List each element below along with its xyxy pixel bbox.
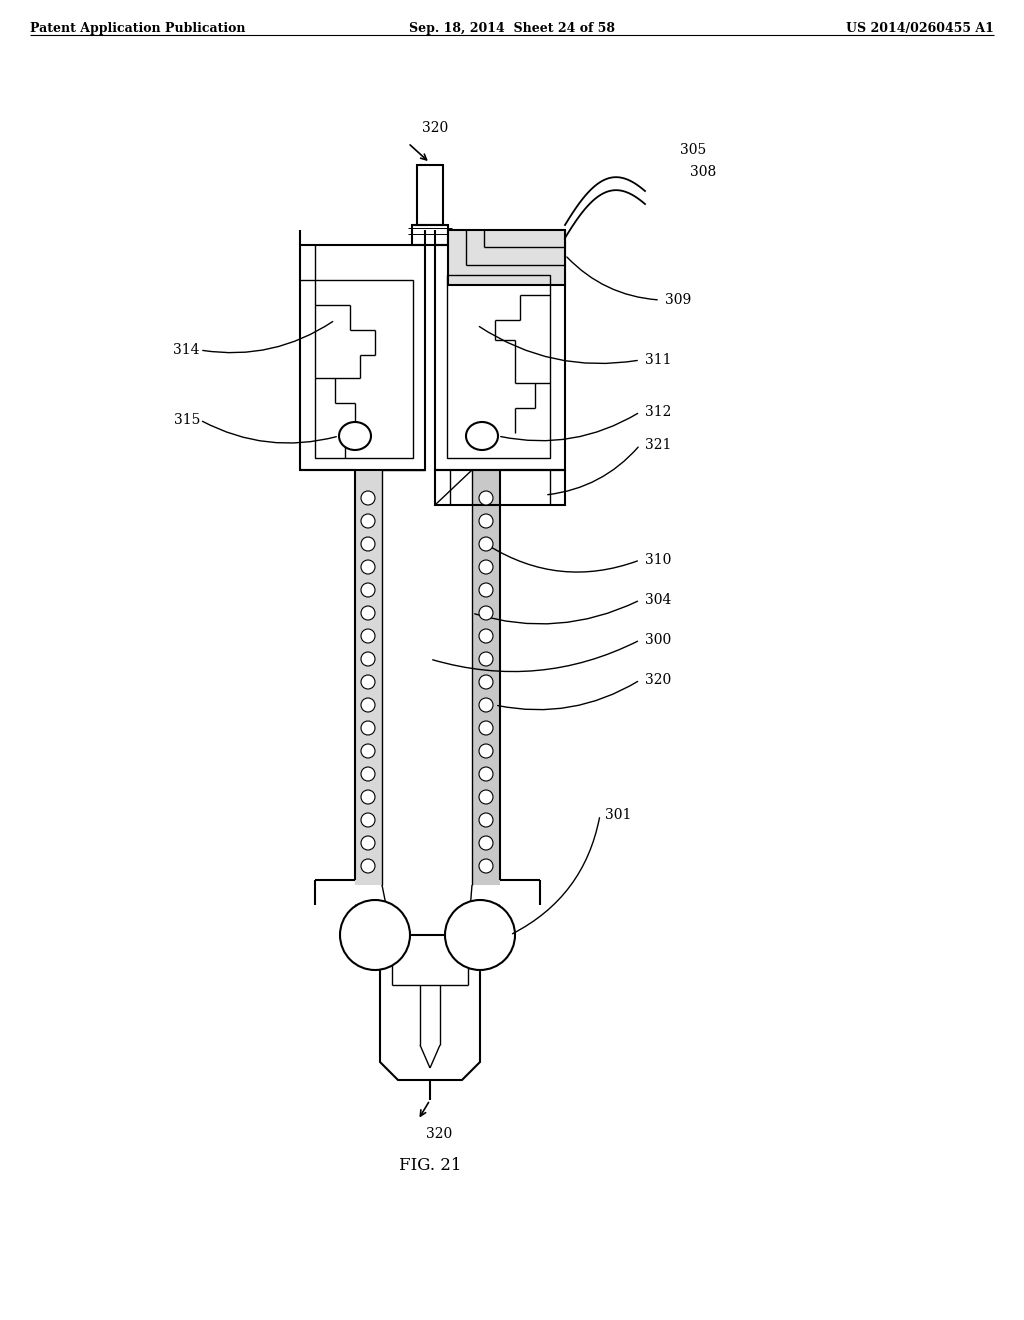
Circle shape: [361, 698, 375, 711]
Text: 304: 304: [645, 593, 672, 607]
Circle shape: [361, 491, 375, 506]
Circle shape: [445, 900, 515, 970]
Circle shape: [479, 698, 493, 711]
Bar: [417, 165, 443, 224]
Bar: [315, 280, 413, 458]
Circle shape: [479, 491, 493, 506]
Circle shape: [361, 859, 375, 873]
Text: Sep. 18, 2014  Sheet 24 of 58: Sep. 18, 2014 Sheet 24 of 58: [409, 22, 615, 36]
Circle shape: [361, 789, 375, 804]
Text: 300: 300: [645, 634, 672, 647]
Circle shape: [479, 836, 493, 850]
Circle shape: [479, 675, 493, 689]
Circle shape: [479, 583, 493, 597]
Circle shape: [479, 652, 493, 667]
Ellipse shape: [339, 422, 371, 450]
Ellipse shape: [466, 422, 498, 450]
Circle shape: [479, 560, 493, 574]
Circle shape: [479, 859, 493, 873]
Text: FIG. 21: FIG. 21: [398, 1156, 461, 1173]
Circle shape: [361, 721, 375, 735]
Circle shape: [479, 630, 493, 643]
Bar: [435, 246, 565, 470]
Circle shape: [361, 630, 375, 643]
Circle shape: [361, 583, 375, 597]
Text: 320: 320: [645, 673, 672, 686]
Bar: [412, 224, 449, 246]
Circle shape: [479, 513, 493, 528]
Bar: [472, 470, 500, 884]
Text: 321: 321: [645, 438, 672, 451]
Bar: [447, 275, 550, 458]
Bar: [449, 230, 565, 285]
Circle shape: [361, 652, 375, 667]
Text: 320: 320: [422, 121, 449, 135]
Circle shape: [361, 537, 375, 550]
Text: 310: 310: [645, 553, 672, 568]
Circle shape: [479, 813, 493, 828]
Text: 315: 315: [174, 413, 200, 426]
Bar: [300, 246, 425, 470]
Text: 308: 308: [690, 165, 716, 180]
Circle shape: [479, 744, 493, 758]
Text: 312: 312: [645, 405, 672, 418]
Circle shape: [361, 560, 375, 574]
Text: 311: 311: [645, 352, 672, 367]
Text: 314: 314: [173, 343, 200, 356]
Text: 320: 320: [426, 1127, 453, 1140]
Circle shape: [361, 675, 375, 689]
Text: US 2014/0260455 A1: US 2014/0260455 A1: [846, 22, 994, 36]
Text: Patent Application Publication: Patent Application Publication: [30, 22, 246, 36]
Circle shape: [479, 606, 493, 620]
Circle shape: [340, 900, 410, 970]
Circle shape: [361, 813, 375, 828]
Circle shape: [361, 767, 375, 781]
Circle shape: [361, 606, 375, 620]
Circle shape: [479, 721, 493, 735]
Bar: [435, 470, 565, 506]
Circle shape: [361, 744, 375, 758]
Circle shape: [479, 767, 493, 781]
Circle shape: [361, 836, 375, 850]
Text: 305: 305: [680, 143, 707, 157]
Polygon shape: [380, 935, 480, 1080]
Bar: [355, 470, 382, 884]
Text: 301: 301: [605, 808, 632, 822]
Circle shape: [361, 513, 375, 528]
Circle shape: [479, 537, 493, 550]
Circle shape: [479, 789, 493, 804]
Text: 309: 309: [665, 293, 691, 308]
